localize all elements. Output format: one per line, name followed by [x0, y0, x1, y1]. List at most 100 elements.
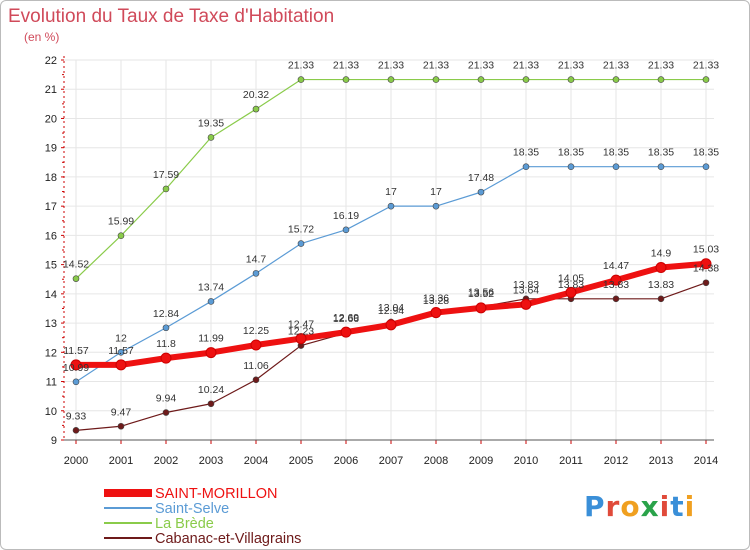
proxiti-logo: Proxiti [584, 490, 695, 523]
data-label: 13.36 [423, 293, 449, 305]
data-point [295, 333, 307, 345]
data-label: 13.83 [513, 279, 539, 291]
logo-letter: P [584, 490, 606, 523]
x-tick-label: 2005 [289, 455, 313, 467]
data-label: 13.04 [378, 302, 404, 314]
y-tick-label: 16 [45, 230, 57, 242]
data-point [297, 240, 305, 247]
data-label: 12.84 [153, 308, 179, 320]
data-label: 21.33 [513, 60, 539, 72]
data-point [115, 359, 127, 371]
series-la-br-de [72, 76, 710, 282]
y-tick-label: 12 [45, 347, 57, 359]
data-label: 9.94 [156, 393, 177, 405]
data-label: 12.66 [333, 313, 359, 325]
data-label: 17.48 [468, 172, 494, 184]
data-point [387, 202, 395, 210]
data-point [252, 376, 260, 384]
data-label: 12.94 [378, 305, 404, 317]
data-label: 14.7 [246, 253, 267, 265]
x-tick-label: 2009 [469, 455, 493, 467]
logo-letter: i [659, 490, 671, 523]
x-tick-label: 2012 [604, 455, 628, 467]
unit-label: (en %) [24, 30, 60, 44]
data-label: 21.33 [333, 60, 359, 72]
data-label: 14.47 [603, 260, 629, 272]
data-point [657, 76, 665, 83]
y-tick-label: 15 [45, 260, 57, 272]
x-tick-label: 2002 [154, 455, 178, 467]
data-point [385, 319, 397, 331]
data-label: 21.33 [603, 60, 629, 72]
chart-title: Evolution du Taux de Taxe d'Habitation [8, 6, 335, 27]
data-point [72, 378, 80, 386]
series-saint-morillon [70, 258, 712, 371]
y-tick-label: 22 [45, 55, 57, 67]
y-tick-label: 21 [45, 84, 57, 96]
data-point [657, 295, 665, 303]
legend-label: La Brède [155, 516, 214, 532]
y-tick-label: 19 [45, 143, 57, 155]
data-label: 13.28 [423, 295, 449, 307]
y-tick-label: 20 [45, 113, 57, 125]
data-label: 14.52 [63, 259, 89, 271]
data-point [252, 270, 260, 277]
data-label: 21.33 [423, 60, 449, 72]
data-point [207, 400, 215, 408]
data-label: 14.38 [693, 263, 719, 275]
data-point [432, 202, 440, 210]
data-label: 12.23 [288, 326, 314, 338]
data-point [72, 427, 80, 434]
data-label: 18.35 [603, 147, 629, 159]
data-label: 18.35 [558, 147, 584, 159]
data-label: 15.99 [108, 216, 134, 228]
y-tick-label: 10 [45, 406, 57, 418]
data-label: 13.83 [558, 279, 584, 291]
x-tick-label: 2003 [199, 455, 223, 467]
series-saint-selve [72, 163, 710, 386]
data-label: 21.33 [288, 60, 314, 72]
data-label: 12.69 [333, 312, 359, 324]
data-point [702, 279, 710, 287]
data-point [612, 163, 620, 170]
data-label: 18.35 [513, 147, 539, 159]
data-label: 10.99 [63, 362, 89, 374]
y-tick-label: 9 [51, 435, 57, 447]
data-point [117, 232, 125, 239]
data-point [430, 307, 442, 319]
data-label: 11.8 [156, 338, 176, 350]
data-label: 13.74 [198, 281, 224, 293]
data-point [342, 76, 350, 83]
data-point [72, 275, 80, 282]
data-point [655, 262, 667, 274]
data-label: 10.24 [198, 384, 224, 396]
data-label: 9.47 [111, 406, 132, 418]
y-tick-label: 18 [45, 172, 57, 184]
data-label: 11.06 [243, 360, 269, 372]
x-tick-label: 2013 [649, 455, 673, 467]
legend-label: Cabanac-et-Villagrains [155, 531, 301, 547]
data-point [702, 76, 710, 83]
data-label: 17 [430, 186, 442, 198]
data-point [610, 274, 622, 286]
data-label: 15.72 [288, 224, 314, 236]
data-point [117, 349, 125, 356]
data-label: 11.99 [198, 333, 224, 345]
data-point [702, 163, 710, 170]
data-label: 12 [115, 332, 127, 344]
x-tick-label: 2011 [559, 455, 583, 467]
data-label: 18.35 [693, 147, 719, 159]
data-label: 14.05 [558, 272, 584, 284]
data-label: 11.57 [63, 345, 89, 357]
data-point [297, 76, 305, 83]
data-point [612, 76, 620, 83]
data-label: 13.52 [468, 288, 494, 300]
data-point [207, 298, 215, 305]
data-label: 11.57 [108, 345, 134, 357]
logo-letter: x [640, 490, 660, 523]
logo-letter: i [684, 490, 696, 523]
data-point [205, 347, 217, 359]
data-label: 18.35 [648, 147, 674, 159]
legend-label: Saint-Selve [155, 501, 229, 517]
